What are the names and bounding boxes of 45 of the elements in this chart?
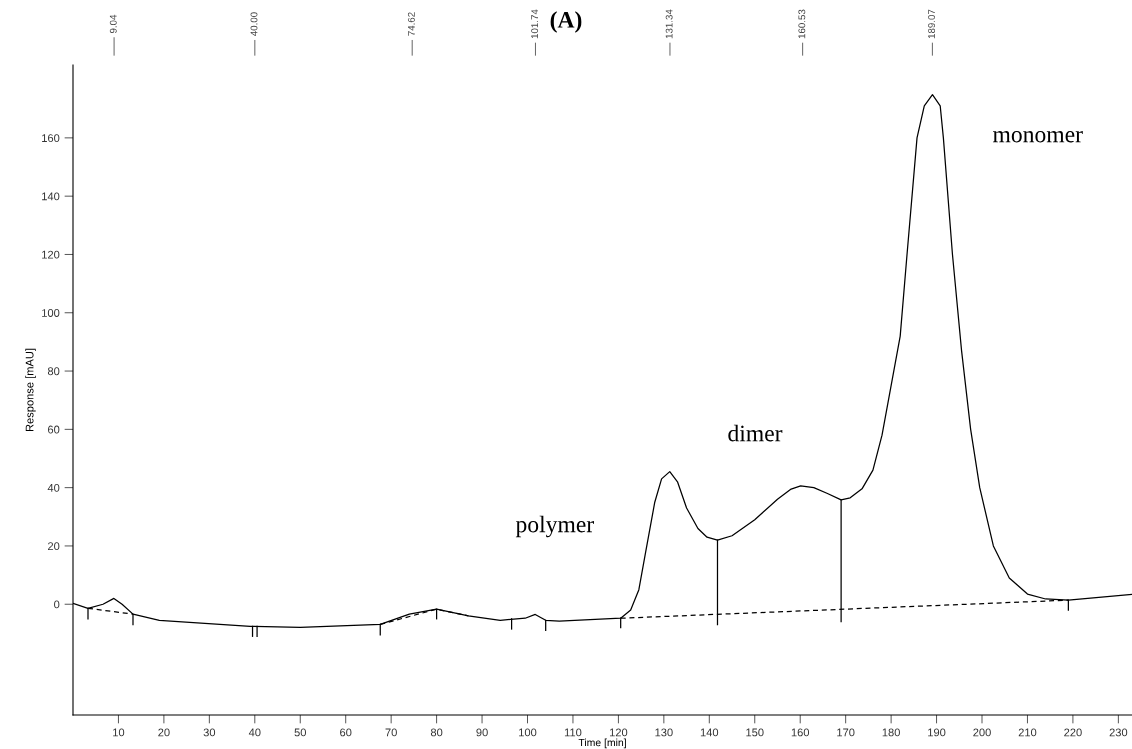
chart-title: (A) (550, 11, 582, 33)
x-tick-label: 130 (655, 728, 673, 737)
x-tick-label: 150 (746, 728, 764, 737)
x-tick-label: 90 (476, 728, 488, 737)
text: 160.53 (798, 9, 806, 39)
y-tick-label: 60 (48, 425, 60, 434)
y-tick-label: 40 (47, 483, 60, 492)
y-tick-label: 140 (42, 192, 60, 201)
x-tick-label: 220 (1064, 728, 1082, 737)
x-tick-label: 170 (837, 728, 855, 737)
annotation: monomer (993, 131, 1083, 143)
x-tick-label: 20 (158, 728, 170, 737)
x-tick-label: 40 (248, 728, 261, 737)
y-axis-title: Response [mAU] (25, 348, 36, 432)
y-tick-label: 20 (48, 542, 60, 551)
text: 74.62 (407, 12, 415, 36)
x-tick-label: 200 (973, 728, 991, 737)
x-tick-label: 210 (1018, 728, 1037, 737)
x-tick-label: 180 (882, 728, 900, 737)
x-tick-label: 110 (564, 728, 582, 737)
y-tick-label: 80 (47, 367, 60, 376)
x-tick-label: 60 (340, 728, 352, 737)
x-tick-label: 80 (430, 728, 443, 737)
x-tick-label: 50 (294, 728, 306, 737)
x-tick-label: 160 (791, 728, 810, 737)
text: 40.00 (250, 12, 258, 36)
y-tick-label: 160 (42, 134, 60, 143)
x-axis-title: Time [min] (578, 738, 626, 749)
annotation: polymer (515, 515, 594, 538)
x-tick-label: 100 (519, 728, 537, 737)
y-tick-label: 0 (54, 600, 60, 609)
x-tick-label: 70 (385, 728, 397, 737)
annotation: dimer (728, 424, 783, 442)
x-tick-label: 230 (1109, 728, 1128, 737)
x-tick-label: 30 (203, 728, 216, 737)
y-tick-label: 120 (42, 250, 60, 259)
x-tick-label: 120 (609, 728, 628, 737)
x-tick-label: 140 (700, 728, 719, 737)
x-tick-label: 10 (113, 728, 125, 737)
text: 131.34 (665, 9, 673, 39)
y-tick-label: 100 (42, 309, 60, 317)
x-tick-label: 190 (928, 728, 946, 737)
text: 9.04 (109, 14, 117, 34)
text: 101.74 (531, 9, 539, 39)
text: 189.07 (928, 9, 935, 39)
